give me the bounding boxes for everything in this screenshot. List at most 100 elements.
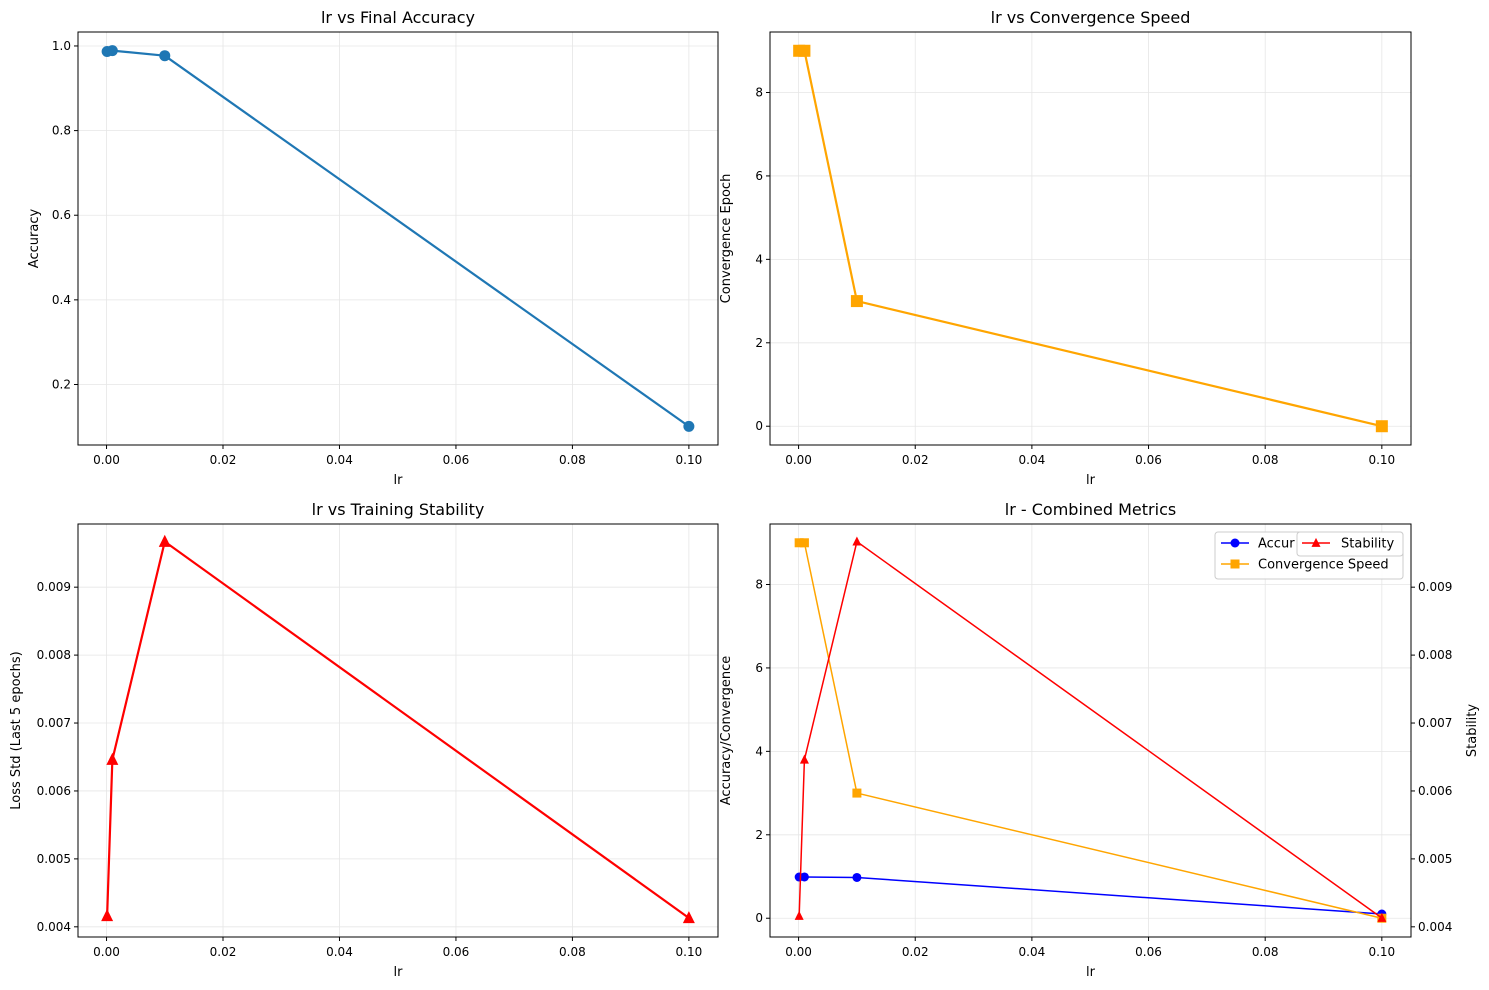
legend-label: Accur [1258, 537, 1295, 552]
data-point [852, 536, 862, 546]
x-tick-label: 0.06 [1135, 453, 1162, 467]
x-tick-label: 0.04 [1019, 945, 1046, 959]
data-point [852, 788, 862, 798]
data-point [106, 752, 119, 765]
x-tick-label: 0.00 [93, 945, 120, 959]
x-tick-label: 0.06 [1135, 945, 1162, 959]
y-tick-label: 0.8 [52, 124, 71, 138]
legend-marker [1230, 538, 1240, 548]
x-tick-label: 0.10 [676, 945, 703, 959]
x-tick-label: 0.04 [326, 945, 353, 959]
chart-title: lr vs Final Accuracy [321, 8, 475, 27]
legend-label: Stability [1341, 537, 1395, 552]
y-tick-label: 0.009 [37, 580, 71, 594]
y-tick-label: 0.2 [52, 377, 71, 391]
chart-panel-1: 0.00 0.02 0.04 0.06 0.08 0.10 0.2 0.4 0.6 0.8 1.0 l… [27, 8, 719, 488]
y-axis-label: Loss Std (Last 5 epochs) [9, 651, 24, 810]
y-tick-label: 0.007 [37, 716, 71, 730]
x-tick-label: 0.08 [1252, 453, 1279, 467]
x-tick-label: 0.02 [902, 453, 929, 467]
data-point [1375, 420, 1388, 433]
y-right-tick-label: 0.005 [1418, 852, 1452, 866]
y-tick-label: 0.004 [37, 920, 71, 934]
x-tick-label: 0.10 [676, 453, 703, 467]
y-tick-label: 0 [755, 419, 763, 433]
y-axis-label: Accuracy [27, 209, 42, 269]
x-tick-label: 0.02 [210, 453, 237, 467]
y-tick-label: 0.006 [37, 784, 71, 798]
x-tick-label: 0.08 [1252, 945, 1279, 959]
data-point [159, 50, 171, 62]
y-right-tick-label: 0.007 [1418, 716, 1452, 730]
x-axis-label: lr [1086, 965, 1096, 980]
legend-marker [1230, 559, 1240, 569]
y-right-axis-label: Stability [1465, 704, 1480, 758]
series-line-convergence-epoch [799, 49, 1383, 428]
y-tick-label: 0.6 [52, 208, 71, 222]
data-point [794, 910, 804, 920]
chart-title: lr vs Convergence Speed [991, 8, 1191, 27]
y-right-tick-label: 0.009 [1418, 580, 1452, 594]
x-tick-label: 0.00 [785, 945, 812, 959]
x-tick-label: 0.04 [1019, 453, 1046, 467]
series-line-accuracy [106, 49, 690, 428]
y-tick-label: 0.4 [52, 293, 71, 307]
y-right-tick-label: 0.006 [1418, 784, 1452, 798]
y-tick-label: 8 [755, 85, 763, 99]
data-point [158, 534, 171, 547]
y-tick-label: 0 [755, 911, 763, 925]
y-tick-label: 6 [755, 169, 763, 183]
y-right-tick-label: 0.008 [1418, 648, 1452, 662]
x-axis-label: lr [394, 965, 404, 980]
data-point [852, 872, 862, 882]
y-tick-label: 6 [755, 661, 763, 675]
x-tick-label: 0.04 [326, 453, 353, 467]
x-tick-label: 0.00 [785, 453, 812, 467]
series-line-stability [106, 540, 690, 919]
x-tick-label: 0.02 [210, 945, 237, 959]
x-tick-label: 0.00 [93, 453, 120, 467]
axes-frame [769, 31, 1412, 446]
y-tick-label: 0.005 [37, 852, 71, 866]
y-tick-label: 4 [755, 252, 763, 266]
data-point [850, 295, 863, 308]
y-tick-label: 8 [755, 577, 763, 591]
x-tick-label: 0.10 [1368, 453, 1395, 467]
x-tick-label: 0.08 [559, 453, 586, 467]
data-point [101, 909, 114, 922]
y-tick-label: 2 [755, 828, 763, 842]
y-axis-label: Convergence Epoch [719, 174, 734, 304]
data-point [106, 45, 118, 57]
x-tick-label: 0.08 [559, 945, 586, 959]
data-point [799, 538, 809, 548]
data-point [1377, 912, 1387, 922]
series-line-stability [798, 540, 1383, 919]
x-axis-label: lr [394, 473, 404, 488]
chart-panel-2: 0.00 0.02 0.04 0.06 0.08 0.10 0 2 4 6 8 lr vs Conve… [719, 8, 1412, 488]
data-point [683, 420, 695, 432]
legend-label: Convergence Speed [1258, 558, 1389, 573]
x-tick-label: 0.02 [902, 945, 929, 959]
y-tick-label: 2 [755, 336, 763, 350]
y-tick-label: 4 [755, 744, 763, 758]
x-tick-label: 0.10 [1368, 945, 1395, 959]
chart-panel-3: 0.00 0.02 0.04 0.06 0.08 0.10 0.004 0.005 0.006 0… [9, 500, 719, 980]
x-tick-label: 0.06 [443, 453, 470, 467]
axes-frame [769, 523, 1412, 938]
y-tick-label: 1.0 [52, 39, 71, 53]
data-point [682, 911, 695, 924]
x-tick-label: 0.06 [443, 945, 470, 959]
axes-frame [77, 523, 719, 938]
legend-box [1296, 531, 1404, 557]
chart-panel-4: 0.00 0.02 0.04 0.06 0.08 0.10 0 2 4 6 8 0.004 0.005 0… [719, 500, 1480, 980]
data-point [798, 44, 811, 57]
series-line-accuracy [799, 876, 1382, 915]
series-line-convergence-speed [799, 542, 1383, 919]
y-tick-label: 0.008 [37, 648, 71, 662]
y-right-tick-label: 0.004 [1418, 920, 1452, 934]
y-axis-label: Accuracy/Convergence [719, 656, 734, 805]
data-point [794, 538, 804, 548]
chart-title: lr vs Training Stability [312, 500, 485, 519]
data-point [799, 754, 809, 764]
